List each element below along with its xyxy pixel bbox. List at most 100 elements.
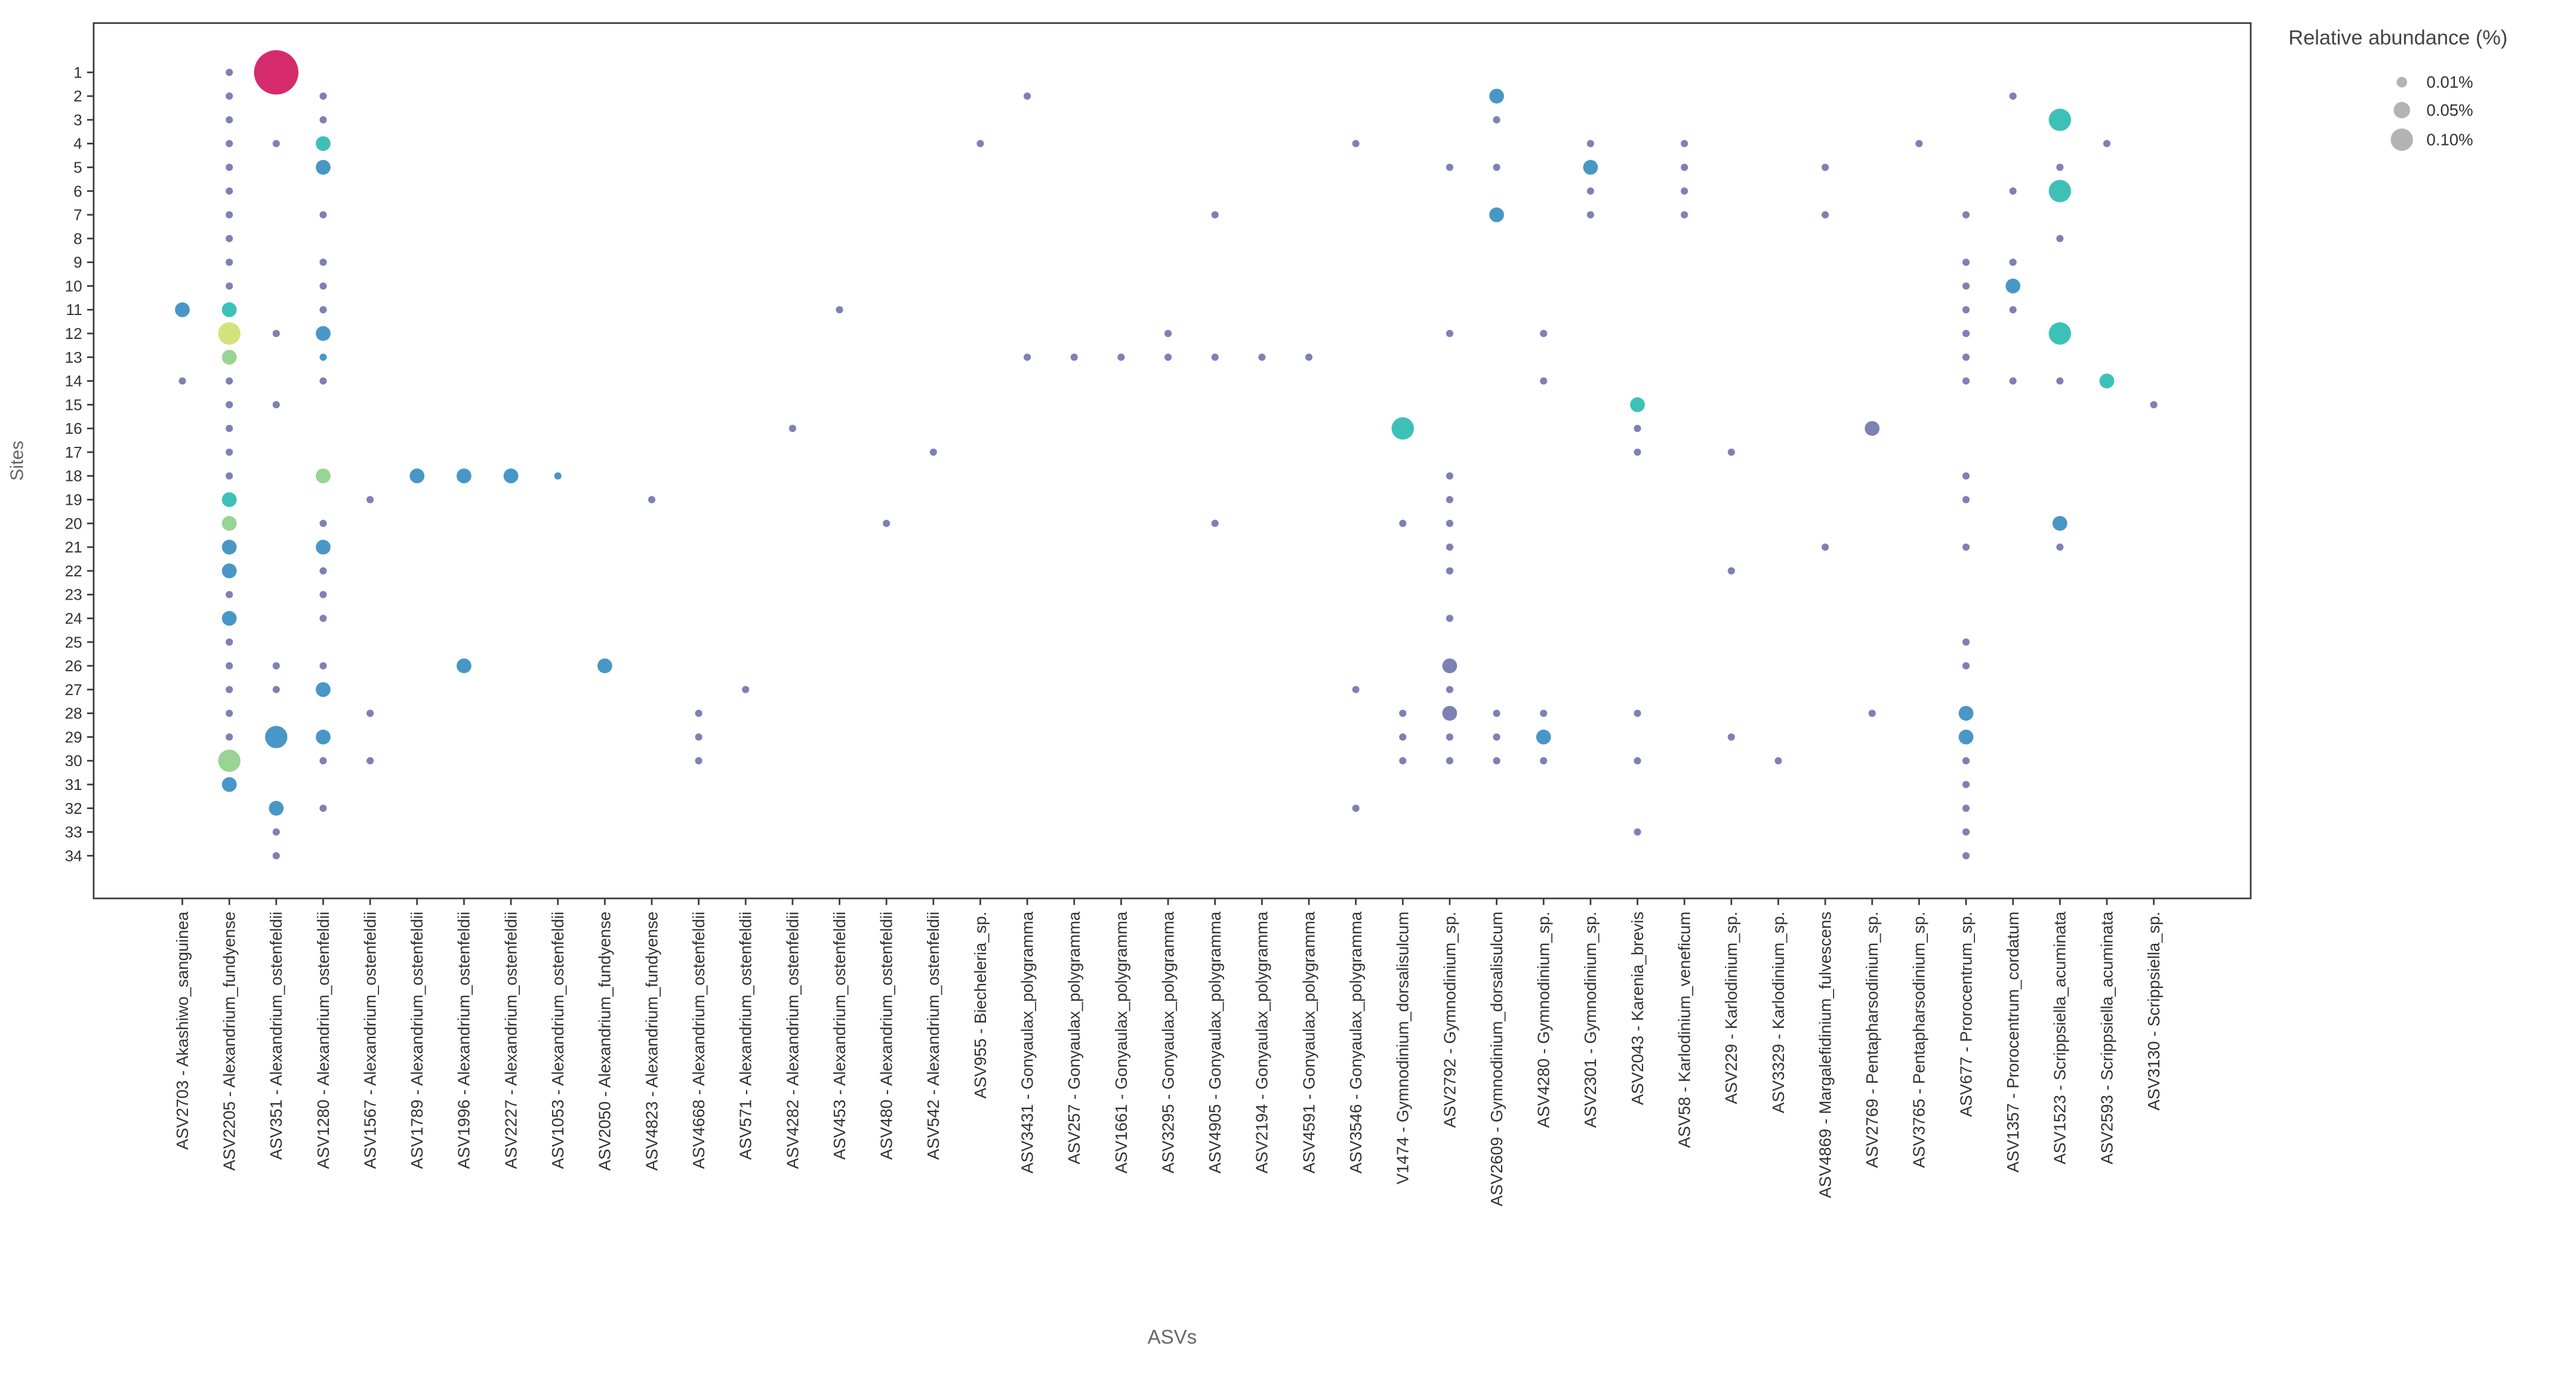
data-point (366, 709, 374, 717)
data-point (316, 539, 331, 555)
data-point (1962, 496, 1970, 504)
data-point (272, 329, 280, 337)
data-point (1446, 757, 1453, 765)
y-tick-label: 31 (65, 776, 82, 794)
data-point (226, 282, 233, 290)
data-point (319, 258, 327, 266)
x-tick-label: ASV2593 - Scrippsiella_acuminata (2097, 911, 2116, 1164)
data-point (1962, 662, 1970, 670)
x-tick-label: ASV955 - Biecheleria_sp. (971, 912, 990, 1099)
data-point (272, 852, 280, 860)
data-point (1489, 207, 1504, 223)
data-point (1822, 211, 1829, 219)
data-point (319, 377, 327, 385)
data-point (1540, 377, 1548, 385)
data-point (226, 234, 233, 242)
data-point (1446, 686, 1453, 693)
data-point (218, 322, 241, 345)
data-point (1727, 448, 1735, 456)
data-point (409, 468, 425, 484)
data-point (1489, 88, 1504, 104)
x-tick-label: ASV1567 - Alexandrium_ostenfeldii (360, 912, 379, 1169)
data-point (1540, 329, 1548, 337)
x-tick-label: ASV2703 - Akashiwo_sanguinea (173, 911, 192, 1150)
y-tick-label: 26 (65, 657, 82, 675)
data-point (1352, 804, 1360, 812)
data-point (2009, 377, 2017, 385)
data-point (503, 468, 519, 484)
y-tick-label: 24 (65, 609, 82, 627)
y-tick-label: 8 (73, 230, 82, 248)
y-tick-label: 18 (65, 467, 82, 485)
data-point (695, 709, 702, 717)
data-point (1446, 543, 1453, 551)
data-point (2056, 377, 2064, 385)
x-tick-label: ASV2205 - Alexandrium_fundyense (220, 912, 239, 1171)
data-point (221, 302, 237, 317)
y-tick-label: 14 (65, 372, 82, 390)
data-point (1822, 163, 1829, 171)
data-point (1446, 496, 1453, 504)
data-point (1446, 733, 1453, 741)
y-tick-label: 12 (65, 325, 82, 342)
data-point (788, 425, 796, 433)
data-point (221, 350, 237, 365)
data-point (1962, 543, 1970, 551)
data-point (316, 136, 331, 152)
data-point (319, 353, 327, 361)
x-tick-label: ASV2050 - Alexandrium_fundyense (596, 912, 614, 1171)
data-point (1630, 397, 1645, 412)
data-point (319, 591, 327, 598)
x-tick-label: V1474 - Gymnodinium_dorsalisulcum (1394, 912, 1412, 1184)
data-point (1493, 116, 1500, 124)
x-tick-label: ASV4280 - Gymnodinium_sp. (1534, 912, 1553, 1128)
y-tick-label: 25 (65, 633, 82, 651)
data-point (2048, 322, 2072, 345)
data-point (1962, 828, 1970, 836)
x-tick-label: ASV1357 - Prorocentrum_cordatum (2004, 912, 2022, 1172)
x-tick-label: ASV229 - Karlodinium_sp. (1722, 912, 1740, 1104)
data-point (226, 662, 233, 670)
legend-bubble (2393, 101, 2410, 119)
data-point (316, 729, 331, 745)
data-point (1727, 733, 1735, 741)
data-point (1586, 211, 1594, 219)
data-point (221, 610, 237, 626)
x-tick-label: ASV480 - Alexandrium_ostenfeldii (877, 912, 896, 1160)
data-point (319, 92, 327, 100)
x-tick-label: ASV4905 - Gonyaulax_polygramma (1206, 911, 1224, 1174)
y-tick-label: 21 (65, 538, 82, 556)
x-tick-label: ASV3765 - Pentapharsodinium_sp. (1910, 912, 1928, 1168)
y-tick-label: 16 (65, 419, 82, 437)
x-tick-label: ASV4282 - Alexandrium_ostenfeldii (783, 912, 802, 1169)
data-point (1391, 417, 1415, 440)
y-tick-label: 1 (73, 63, 82, 81)
data-point (1442, 658, 1458, 674)
legend-bubble (2396, 76, 2408, 88)
data-point (1399, 709, 1407, 717)
data-point (1774, 757, 1782, 765)
x-tick-label: ASV3329 - Karlodinium_sp. (1769, 912, 1788, 1113)
x-tick-label: ASV677 - Prorocentrum_sp. (1956, 912, 1975, 1117)
data-point (226, 116, 233, 124)
data-point (1962, 377, 1970, 385)
data-point (1681, 211, 1688, 219)
legend-label: 0.01% (2427, 73, 2473, 91)
data-point (226, 211, 233, 219)
data-point (221, 515, 237, 531)
data-point (1352, 686, 1360, 693)
data-point (226, 425, 233, 433)
data-point (1962, 329, 1970, 337)
data-point (1962, 472, 1970, 480)
x-tick-label: ASV2609 - Gymnodinium_dorsalisulcum (1487, 912, 1506, 1206)
data-point (1258, 353, 1266, 361)
data-point (1958, 706, 1974, 721)
data-point (1164, 353, 1172, 361)
data-point (226, 258, 233, 266)
data-point (695, 757, 702, 765)
data-point (2099, 373, 2115, 388)
x-tick-label: ASV1789 - Alexandrium_ostenfeldii (408, 912, 426, 1169)
x-tick-label: ASV58 - Karlodinium_veneficum (1675, 912, 1694, 1148)
